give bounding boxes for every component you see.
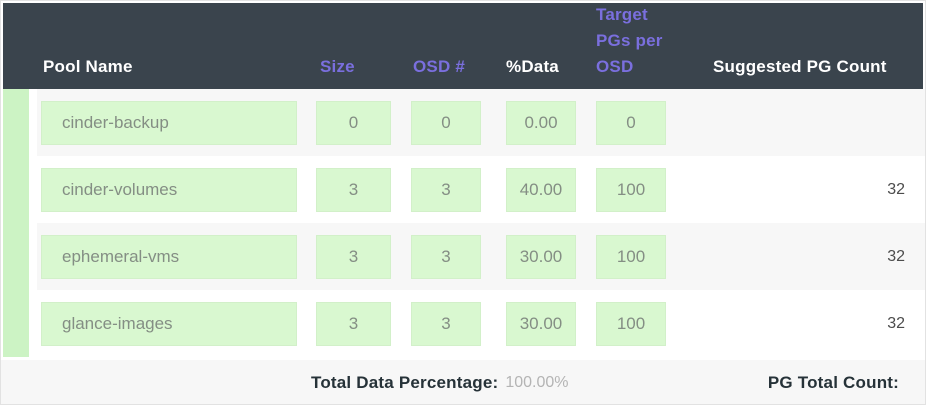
target-pgs-input[interactable] — [596, 167, 666, 212]
column-header-osd-count: OSD # — [413, 57, 466, 76]
suggested-pg-count-value: 32 — [887, 247, 905, 265]
column-header-suggested-pg-count: Suggested PG Count — [713, 57, 887, 76]
column-header-data-percent: %Data — [506, 57, 559, 76]
row-group-stripe — [3, 89, 29, 357]
data-percent-input[interactable] — [506, 234, 576, 279]
size-input[interactable] — [316, 100, 391, 145]
table-row: 32 — [37, 156, 925, 223]
size-input[interactable] — [316, 234, 391, 279]
pool-name-input[interactable] — [41, 100, 297, 145]
column-header-size: Size — [320, 57, 355, 76]
pg-total-count: PG Total Count: — [767, 360, 906, 404]
table-footer: Total Data Percentage: 100.00% PG Total … — [1, 360, 925, 404]
data-percent-input[interactable] — [506, 100, 576, 145]
size-input[interactable] — [316, 301, 391, 346]
osd-count-input[interactable] — [411, 100, 481, 145]
target-pgs-input[interactable] — [596, 100, 666, 145]
pool-name-input[interactable] — [41, 167, 297, 212]
column-header-pool-name: Pool Name — [43, 57, 133, 76]
suggested-pg-count-value: 32 — [887, 314, 905, 332]
total-data-percentage-value: 100.00% — [505, 373, 569, 391]
suggested-pg-count-value: 32 — [887, 180, 905, 198]
table-row — [37, 89, 925, 156]
total-data-percentage-label: Total Data Percentage: — [311, 372, 499, 392]
table-body: 32 32 32 — [1, 89, 925, 357]
target-pgs-input[interactable] — [596, 234, 666, 279]
table-row: 32 — [37, 223, 925, 290]
osd-count-input[interactable] — [411, 301, 481, 346]
pg-total-count-label: PG Total Count: — [767, 372, 899, 392]
table-row: 32 — [37, 290, 925, 357]
data-percent-input[interactable] — [506, 301, 576, 346]
size-input[interactable] — [316, 167, 391, 212]
table-header: Pool Name Size OSD # %Data Target PGs pe… — [3, 3, 923, 89]
osd-count-input[interactable] — [411, 167, 481, 212]
data-percent-input[interactable] — [506, 167, 576, 212]
total-data-percentage: Total Data Percentage: 100.00% — [311, 360, 569, 404]
osd-count-input[interactable] — [411, 234, 481, 279]
target-pgs-input[interactable] — [596, 301, 666, 346]
column-header-target-pgs-per-osd: Target PGs per OSD — [596, 5, 663, 76]
pool-name-input[interactable] — [41, 301, 297, 346]
pool-name-input[interactable] — [41, 234, 297, 279]
